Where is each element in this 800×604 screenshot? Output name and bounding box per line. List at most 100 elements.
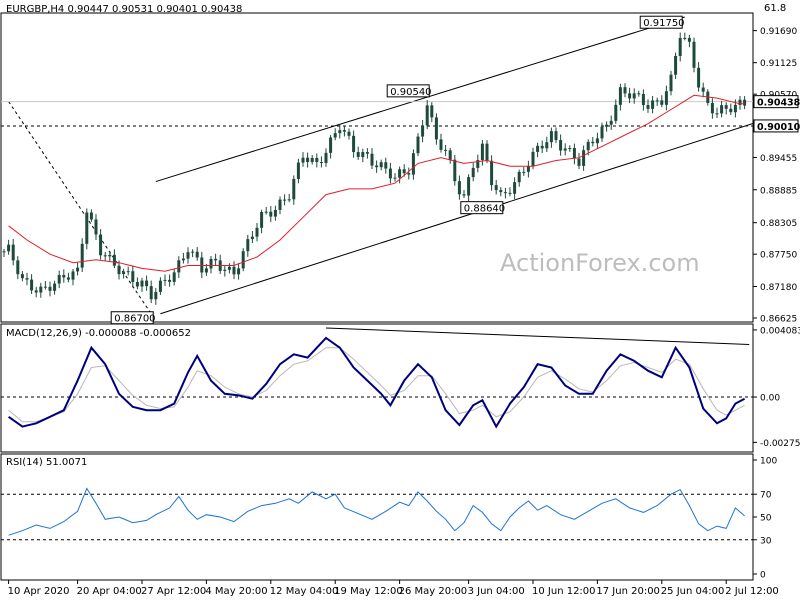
fib-label: 61.8 (764, 3, 786, 14)
candle-body (145, 280, 149, 287)
candle-body (89, 212, 93, 220)
candle-body (457, 181, 461, 195)
candle-body (586, 141, 590, 151)
candle-body (135, 281, 139, 287)
candle-body (329, 137, 333, 153)
rsi-panel: RSI(14) 51.0071 100 70 50 30 0 (0, 453, 777, 581)
time-axis: 10 Apr 2020 20 Apr 04:00 27 Apr 12:00 4 May… (8, 580, 779, 597)
rsi-tick-label: 30 (760, 536, 772, 546)
price-overlays (1, 16, 764, 315)
candle-body (536, 145, 540, 152)
candle-body (310, 157, 314, 163)
candle-body (738, 99, 742, 105)
macd-main-line (8, 336, 746, 429)
candle-body (214, 258, 218, 261)
candle-body (485, 143, 489, 161)
candle-body (388, 168, 392, 179)
candle-body (117, 265, 121, 275)
rsi-tick-label: 70 (760, 491, 772, 501)
candle-body (273, 209, 277, 217)
candle-body (269, 211, 273, 217)
candle-body (122, 271, 126, 275)
candle-body (540, 145, 544, 149)
candle-body (191, 251, 195, 253)
candle-body (430, 105, 434, 118)
candle-body (609, 120, 613, 125)
candle-body (278, 199, 282, 210)
candle-body (48, 286, 52, 291)
rsi-lines (1, 487, 753, 541)
symbol-header: EURGBP,H4 0.90447 0.90531 0.90401 0.9043… (6, 4, 242, 15)
candle-body (154, 291, 158, 300)
x-tick-label: 20 Apr 04:00 (77, 586, 142, 597)
candle-body (292, 178, 296, 200)
candle-body (439, 139, 443, 150)
candle-body (632, 93, 636, 99)
candle-body (743, 99, 747, 106)
x-tick-label: 3 Jun 04:00 (468, 586, 525, 597)
candle-body (701, 87, 705, 92)
candle-body (283, 199, 287, 201)
candle-body (554, 131, 558, 141)
x-tick-label: 17 Jun 20:00 (596, 586, 660, 597)
swing-label-box (639, 15, 683, 29)
candle-body (53, 283, 57, 291)
candle-body (646, 105, 650, 109)
candle-body (379, 162, 383, 168)
candle-body (356, 152, 360, 157)
y-tick-label: 0.88305 (760, 219, 797, 229)
rsi-tick-label: 50 (760, 514, 772, 524)
candle-body (402, 169, 406, 174)
candle-body (669, 74, 673, 92)
candle-body (637, 93, 641, 95)
candle-body (39, 286, 43, 293)
candle-body (572, 148, 576, 159)
candle-body (448, 150, 452, 160)
candle-body (264, 211, 268, 213)
candle-body (480, 143, 484, 161)
candle-body (545, 142, 549, 149)
candle-body (531, 151, 535, 167)
candle-body (16, 260, 20, 275)
rsi-tick-label: 100 (760, 457, 777, 467)
macd-y-axis: 0.004083 0.00 -0.002757 (753, 326, 800, 449)
candle-body (724, 105, 728, 109)
candle-body (674, 55, 678, 75)
candle-body (733, 104, 737, 113)
candle-body (108, 254, 112, 257)
candle-body (375, 165, 379, 168)
swing-label: 0.88640 (464, 204, 505, 215)
swing-label: 0.86700 (114, 314, 155, 325)
candle-body (490, 160, 494, 186)
candle-body (186, 252, 190, 259)
swing-label-box (460, 201, 504, 215)
candle-body (605, 124, 609, 127)
candle-body (687, 37, 691, 42)
candle-body (720, 105, 724, 114)
candle-body (549, 131, 553, 143)
y-tick-label: 0.87750 (760, 251, 797, 261)
candle-body (692, 41, 696, 68)
candle-body (444, 149, 448, 151)
candle-body (237, 268, 241, 275)
candle-body (600, 126, 604, 139)
lower-channel-line (160, 119, 764, 315)
price-marker-box (753, 95, 799, 109)
candle-body (71, 271, 75, 280)
candle-body (678, 37, 682, 56)
candle-body (131, 271, 135, 282)
candle-body (20, 274, 24, 279)
candle-body (315, 157, 319, 163)
macd-divergence-line (325, 327, 750, 345)
candle-body (158, 280, 162, 292)
candle-body (80, 243, 84, 268)
candle-body (241, 251, 245, 269)
candle-body (503, 192, 507, 194)
macd-tick-label: 0.004083 (760, 326, 800, 336)
candle-body (7, 244, 11, 252)
candle-body (471, 167, 475, 178)
x-tick-label: 4 May 20:00 (205, 586, 267, 597)
candle-body (660, 100, 664, 105)
candle-body (710, 102, 714, 114)
